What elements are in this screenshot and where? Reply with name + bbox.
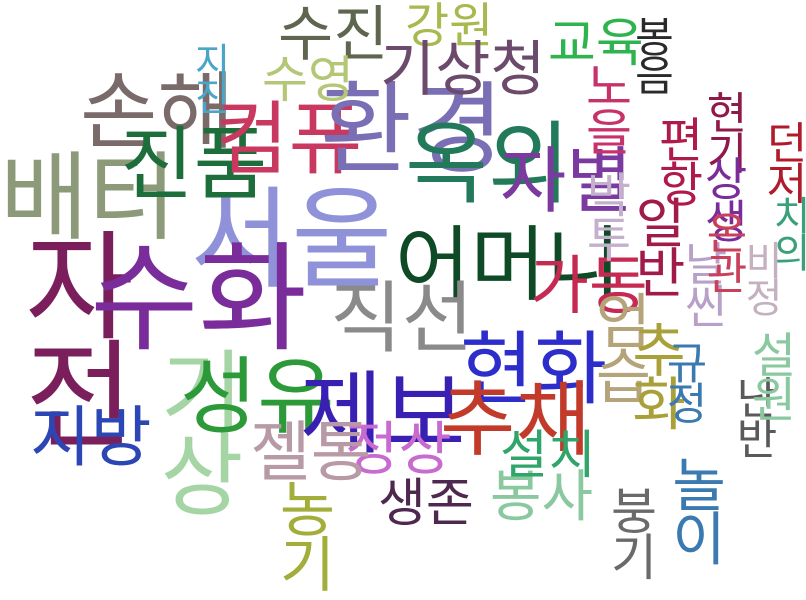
- word-keompyu: 컴퓨: [215, 93, 363, 186]
- word-hyeongi: 현기: [697, 90, 748, 171]
- word-nonggi: 농기: [267, 478, 337, 589]
- word-seolchi: 설치: [500, 426, 596, 486]
- word-chuhwa: 추화: [620, 320, 688, 427]
- word-nori: 놀이: [660, 455, 728, 562]
- word-ilbu: 일반: [624, 195, 687, 295]
- word-eomeoni: 어머니: [395, 218, 622, 313]
- word-hyeonhwa: 현화: [460, 323, 608, 416]
- word-seolwon: 설원: [741, 330, 797, 419]
- word-baeteo: 배터: [0, 142, 177, 254]
- word-hwangyeong: 환경: [320, 71, 504, 188]
- word-seongyu: 성유: [180, 348, 335, 446]
- word-noeul: 노을: [576, 60, 634, 152]
- word-eomseup: 엄습: [583, 290, 653, 401]
- word-gisang2: 기상: [141, 345, 246, 511]
- word-saengjon: 생존: [378, 474, 474, 534]
- word-bongeum: 봉음: [627, 15, 676, 93]
- word-deonjeo: 던저: [757, 120, 806, 201]
- word-jebo: 제보: [300, 362, 466, 467]
- word-jijin: 지진: [187, 42, 231, 112]
- word-chiui: 치의: [765, 195, 806, 269]
- word-bongsa: 봉사: [490, 465, 594, 530]
- word-bijeong: 비정: [737, 240, 783, 314]
- word-okwi: 옥외: [405, 112, 571, 217]
- word-jeonsang: 정상: [345, 415, 452, 483]
- word-nanban: 난반: [727, 375, 778, 456]
- word-nalsseon: 날씬: [676, 240, 730, 325]
- word-baktu: 박투: [576, 170, 632, 259]
- word-suhwa: 수화: [90, 230, 308, 368]
- word-gyujeong: 규정: [657, 340, 708, 421]
- word-jajeon: 자전: [0, 225, 138, 443]
- word-ongwan: 온관: [697, 210, 748, 291]
- word-gangwon: 강원: [405, 0, 494, 54]
- word-seoul: 서울: [190, 176, 393, 304]
- word-gadong: 가동: [530, 250, 648, 324]
- word-sonhae: 손해: [80, 63, 235, 161]
- word-jinpum: 진품: [120, 118, 268, 211]
- word-gisang: 기상청: [380, 35, 546, 105]
- word-jikseon: 직선: [330, 274, 474, 364]
- word-suyeong: 수영: [262, 51, 354, 109]
- word-sujin: 수진: [278, 0, 389, 70]
- word-jabyeol: 자별: [500, 139, 633, 223]
- word-chuchae: 추채: [440, 373, 591, 468]
- word-bunggi: 붕기: [601, 485, 659, 577]
- word-sangsaeng: 상생: [696, 155, 750, 240]
- word-gyoyuk: 교육: [548, 14, 644, 74]
- word-jeltong: 젤통: [250, 414, 372, 491]
- word-jibang: 지방: [30, 399, 152, 476]
- word-pyeonhang: 편항: [648, 115, 704, 204]
